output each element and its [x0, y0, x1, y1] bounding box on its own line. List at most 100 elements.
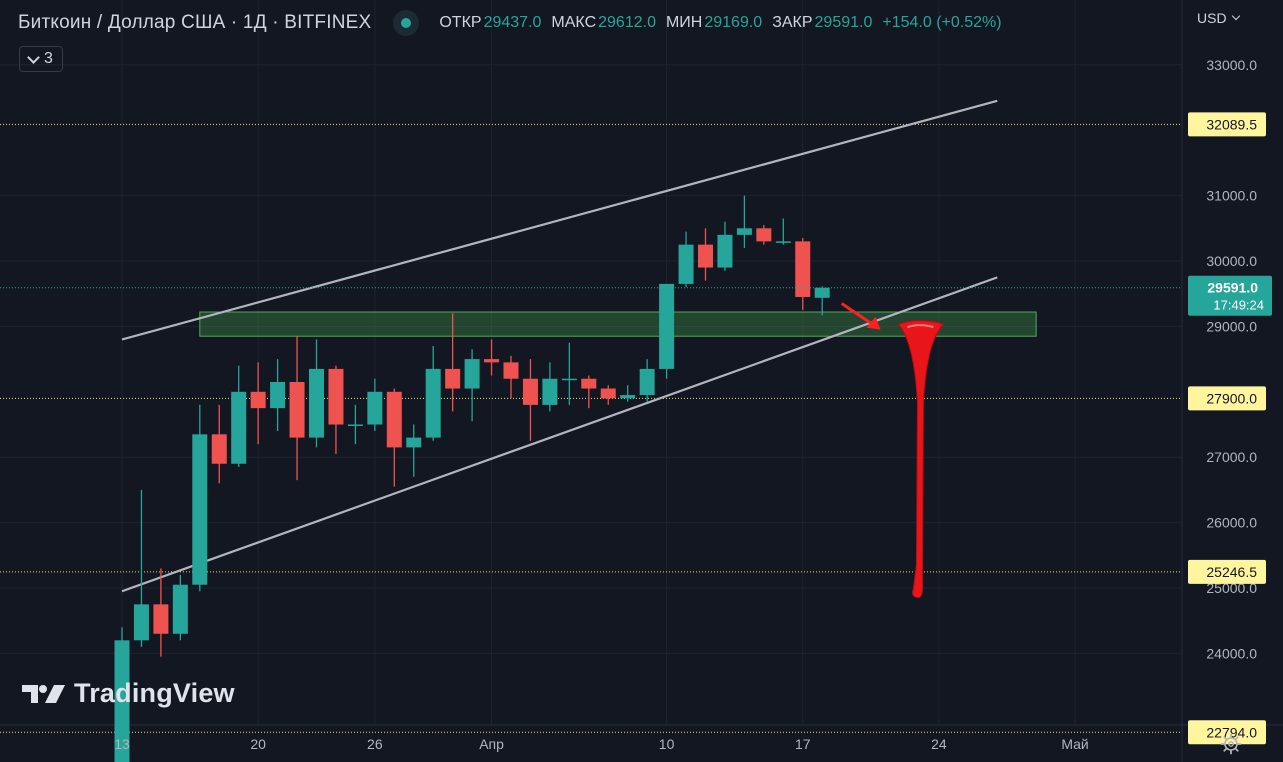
change-value: +154.0 (+0.52%)	[882, 14, 1002, 31]
tradingview-logo-text: TradingView	[74, 678, 235, 708]
chevron-down-icon	[27, 50, 40, 64]
candle-body	[114, 640, 130, 762]
candle-body	[328, 368, 344, 425]
time-tick-label: 13	[114, 736, 130, 752]
candle-body	[639, 368, 655, 396]
candle-body	[678, 244, 694, 284]
candle-body	[386, 391, 402, 448]
time-tick-label: Май	[1061, 736, 1088, 752]
candle-body	[775, 241, 791, 243]
level-label-bg	[1188, 559, 1266, 584]
legend: Биткоин / Доллар США · 1Д · BITFINEX ОТК…	[18, 10, 1002, 36]
candle	[464, 349, 480, 422]
price-tick-label: 30000.0	[1206, 253, 1257, 269]
candle-body	[250, 391, 266, 409]
price-labels: 32089.5 27900.0 25246.5 22794.0 29591.0 17:49…	[0, 112, 1272, 745]
open-value: 29437.0	[483, 14, 542, 31]
candle	[775, 218, 791, 245]
candle-body	[522, 378, 538, 405]
candle-body	[309, 368, 324, 438]
time-tick-label: 24	[931, 736, 947, 752]
time-tick-label: 17	[795, 736, 811, 752]
time-axis: 13 20 26 Апр 10 17 24 Май	[114, 736, 1089, 752]
candle	[620, 385, 636, 402]
candle	[639, 359, 655, 402]
candle-body	[172, 584, 188, 634]
candle	[600, 385, 616, 405]
candle-body	[133, 604, 149, 641]
level-label-bg	[1188, 720, 1266, 745]
tradingview-logo[interactable]: TradingView	[22, 678, 235, 709]
last-price-value: 29591.0	[1207, 280, 1258, 296]
candle	[678, 231, 694, 288]
level-price-label: 22794.0	[1188, 720, 1266, 745]
level-price-label: 27900.0	[1188, 386, 1266, 411]
candle-body	[795, 241, 811, 297]
currency-selector[interactable]: USD	[1197, 10, 1240, 26]
candle-body	[561, 378, 577, 381]
candle	[289, 336, 305, 481]
trend-channel	[121, 99, 998, 593]
indicators-collapse-button[interactable]: 3	[19, 46, 63, 72]
candle	[795, 238, 811, 311]
candle-body	[814, 287, 830, 298]
candle-body	[192, 434, 208, 585]
candle	[347, 404, 363, 445]
time-tick-label: 20	[250, 736, 266, 752]
bar-countdown: 17:49:24	[1213, 298, 1264, 313]
price-tick-label: 29000.0	[1206, 318, 1257, 334]
symbol-title[interactable]: Биткоин / Доллар США · 1Д · BITFINEX	[18, 12, 372, 33]
candle	[698, 228, 713, 281]
candle-body	[347, 424, 363, 426]
time-tick-label: 26	[367, 736, 383, 752]
annotation-arrow-shaft	[840, 302, 876, 327]
level-label-text: 22794.0	[1206, 724, 1257, 740]
high-label: МАКС	[551, 14, 597, 31]
candle-body	[406, 437, 422, 448]
price-tick-label: 26000.0	[1206, 515, 1257, 531]
level-label-bg	[1188, 386, 1266, 411]
market-status-icon[interactable]	[393, 10, 420, 36]
horizontal-levels	[0, 123, 1182, 733]
candle-body	[231, 391, 247, 464]
candle	[192, 404, 208, 592]
channel-line-upper	[121, 99, 998, 341]
tradingview-logo-icon	[22, 684, 65, 703]
candle-body	[425, 368, 441, 438]
ohlc-values: ОТКР 29437.0 МАКС 29612.0 МИН 29169.0 ЗА…	[439, 14, 1001, 32]
candle-body	[367, 391, 383, 425]
candle-body	[211, 434, 227, 464]
candle-body	[600, 388, 616, 399]
candle-body	[445, 368, 461, 389]
annotations	[840, 302, 945, 599]
support-zone	[199, 311, 1037, 337]
close-label: ЗАКР	[772, 14, 813, 31]
candle-body	[756, 228, 772, 242]
candle-body	[464, 359, 480, 389]
gear-icon[interactable]	[1220, 733, 1242, 755]
candle	[659, 283, 675, 379]
candle	[114, 627, 130, 762]
candle	[386, 388, 402, 487]
candle	[756, 225, 772, 245]
price-axis: 33000.0 31000.0 30000.0 29000.0 27000.0 26000…	[1206, 57, 1257, 662]
chevron-down-icon	[1231, 11, 1240, 21]
price-tick-label: 33000.0	[1206, 57, 1257, 73]
currency-label: USD	[1197, 10, 1227, 26]
candle	[328, 365, 344, 454]
candle	[406, 424, 422, 477]
candle	[153, 568, 169, 657]
candle	[736, 195, 752, 248]
level-label-bg	[1188, 112, 1266, 137]
drip-highlight	[907, 324, 934, 329]
candle	[250, 362, 266, 445]
time-tick-label: Апр	[479, 736, 504, 752]
level-price-label: 25246.5	[1188, 559, 1266, 584]
candle	[561, 342, 577, 405]
level-price-label: 32089.5	[1188, 112, 1266, 137]
candle-body	[503, 362, 519, 379]
candle	[581, 375, 597, 409]
candles	[114, 195, 830, 762]
close-value: 29591.0	[814, 14, 873, 31]
